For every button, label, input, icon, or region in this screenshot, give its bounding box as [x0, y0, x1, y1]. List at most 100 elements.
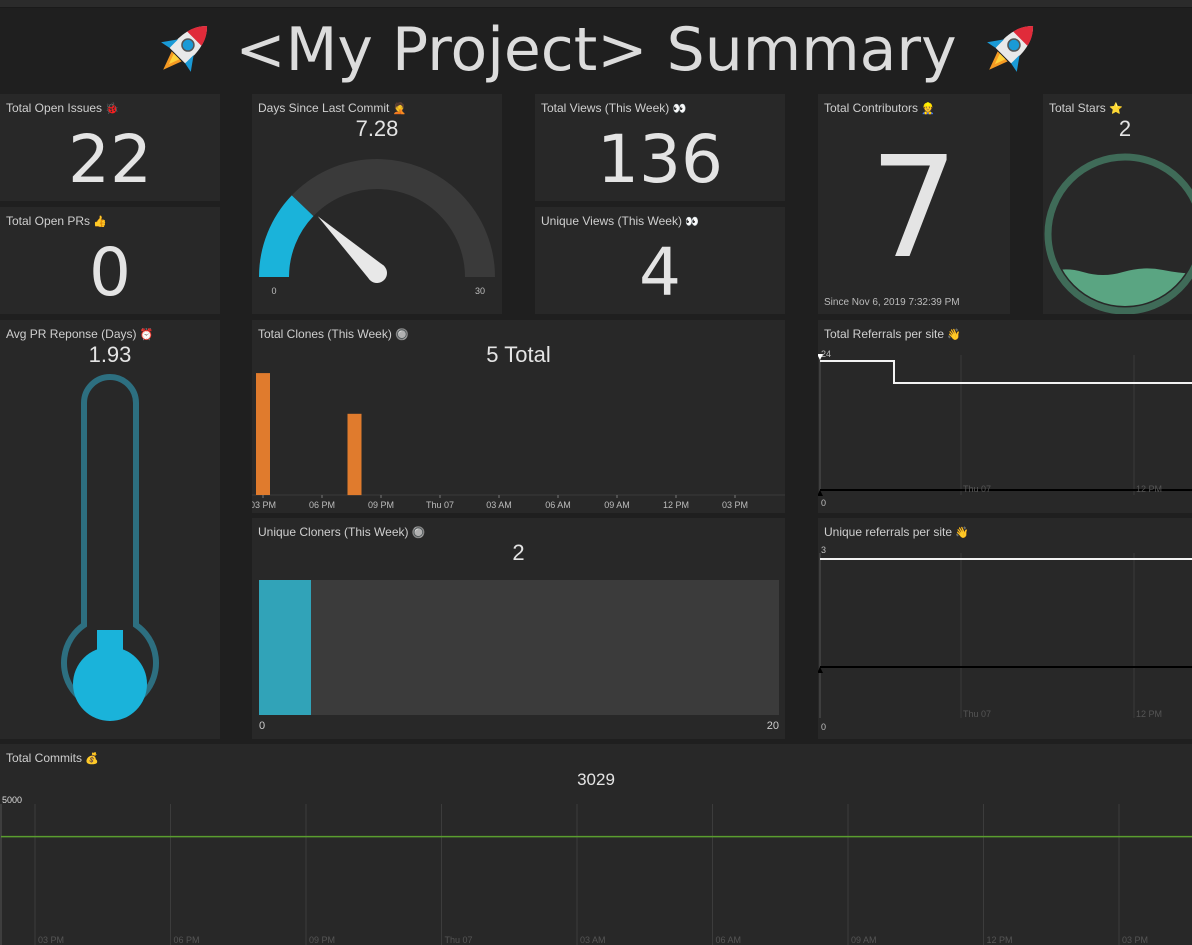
total-views-value: 136: [597, 121, 723, 198]
x-tick-label: 12 PM: [663, 500, 689, 510]
clones-bar: [347, 413, 362, 496]
x-tick-label: 09 AM: [851, 935, 877, 945]
days-since-commit-panel: Days Since Last Commit 🤦 7.28 0 30: [252, 94, 502, 314]
x-tick-label: 03 PM: [722, 500, 748, 510]
panel-title: Total Open PRs 👍: [6, 214, 108, 228]
x-tick-label: 09 AM: [604, 500, 630, 510]
gauge-fill: [259, 195, 314, 278]
clones-bar: [256, 373, 270, 495]
y-max-label: 3: [821, 545, 826, 555]
thermometer-outline: [61, 374, 159, 712]
panel-title: Total Stars ⭐: [1049, 101, 1123, 115]
gauge-max-label: 30: [475, 286, 485, 296]
eyes-icon: 👀: [685, 215, 699, 228]
clones-total-label: 5 Total: [486, 342, 551, 367]
money-bag-icon: 💰: [85, 752, 100, 765]
panel-title: Total Commits 💰: [6, 751, 100, 765]
x-tick-label: Thu 07: [963, 484, 991, 494]
panel-title: Total Views (This Week) 👀: [541, 101, 687, 115]
x-tick-label: 06 PM: [174, 935, 200, 945]
y-max-label: 5000: [2, 795, 22, 805]
total-clones-panel: Total Clones (This Week) 🔘 5 Total 03 PM…: [252, 320, 785, 513]
unique-views-panel: Unique Views (This Week) 👀 4: [535, 207, 785, 314]
series-line: [820, 360, 1192, 384]
x-tick-label: 06 PM: [309, 500, 335, 510]
dashboard-header: <My Project> Summary: [0, 7, 1192, 93]
clones-bar-chart: 03 PM 06 PM 09 PM Thu 07 03 AM 06 AM 09 AM 12 P…: [252, 373, 785, 510]
x-tick-label: 06 AM: [716, 935, 742, 945]
unique-referrals-line-chart: 3 0 Thu 07 12 PM: [818, 545, 1192, 732]
open-issues-panel: Total Open Issues 🐞 22: [0, 94, 220, 201]
panel-title: Unique Views (This Week) 👀: [541, 214, 699, 228]
gauge: 0 30: [259, 159, 495, 296]
thermometer: [61, 374, 159, 721]
thermometer-bulb: [73, 647, 147, 721]
cloners-bar-fill: [259, 580, 311, 715]
days-since-commit-value: 7.28: [355, 116, 399, 141]
open-issues-value: 22: [68, 121, 152, 198]
x-tick-label: 03 PM: [252, 500, 276, 510]
x-tick-label: 09 PM: [309, 935, 335, 945]
y-min-label: 0: [821, 498, 826, 508]
x-tick-label: 03 PM: [1122, 935, 1148, 945]
gauge-needle: [317, 216, 387, 283]
eyes-icon: 👀: [672, 102, 687, 115]
bug-icon: 🐞: [105, 102, 120, 115]
series-marker: [818, 490, 823, 496]
total-views-panel: Total Views (This Week) 👀 136: [535, 94, 785, 201]
open-prs-value: 0: [89, 234, 131, 311]
stars-panel: Total Stars ⭐ 2: [1043, 94, 1192, 314]
rocket-icon: [986, 25, 1033, 72]
contributors-since: Since Nov 6, 2019 7:32:39 PM: [824, 297, 960, 308]
avg-pr-response-value: 1.93: [88, 342, 132, 367]
panel-title: Unique Cloners (This Week) 🔘: [258, 525, 426, 539]
waving-hand-icon: 👋: [955, 526, 970, 539]
x-tick-label: 03 AM: [486, 500, 512, 510]
x-tick-label: 03 PM: [38, 935, 64, 945]
stars-value: 2: [1118, 116, 1132, 141]
x-tick-label: 09 PM: [368, 500, 394, 510]
avg-pr-response-panel: Avg PR Reponse (Days) ⏰ 1.93: [0, 320, 220, 739]
top-bar: [0, 0, 1192, 8]
star-icon: ⭐: [1109, 102, 1123, 115]
commits-value: 3029: [577, 770, 615, 789]
cloners-bar-track: [259, 580, 779, 715]
cloners-min-label: 0: [259, 720, 266, 732]
panel-title: Total Contributors 👷: [824, 101, 936, 115]
radio-button-icon: 🔘: [395, 328, 409, 341]
unique-referrals-panel: Unique referrals per site 👋 3 0 Thu 07 1…: [818, 518, 1192, 739]
gauge-ring: [1044, 153, 1192, 314]
unique-views-value: 4: [639, 234, 681, 311]
y-max-label: 24: [821, 349, 831, 359]
x-tick-label: 12 PM: [1136, 709, 1162, 719]
open-prs-panel: Total Open PRs 👍 0: [0, 207, 220, 314]
panel-title: Total Clones (This Week) 🔘: [258, 327, 409, 341]
cloners-max-label: 20: [766, 720, 779, 732]
panel-title: Unique referrals per site 👋: [824, 525, 970, 539]
series-marker: [818, 667, 823, 673]
panel-title: Avg PR Reponse (Days) ⏰: [6, 327, 154, 341]
page-title: <My Project> Summary: [235, 15, 957, 85]
x-tick-label: Thu 07: [426, 500, 454, 510]
waving-hand-icon: 👋: [947, 328, 962, 341]
unique-cloners-panel: Unique Cloners (This Week) 🔘 2 0 20: [252, 518, 785, 739]
x-tick-label: 03 AM: [580, 935, 606, 945]
stars-liquid-gauge: [1044, 153, 1192, 314]
x-tick-label: 12 PM: [1136, 484, 1162, 494]
series-marker: [818, 354, 823, 360]
unique-cloners-value: 2: [512, 540, 525, 565]
facepalm-icon: 🤦: [392, 102, 407, 115]
panel-title: Days Since Last Commit 🤦: [258, 101, 407, 115]
contributors-panel: Total Contributors 👷 7 Since Nov 6, 2019…: [818, 94, 1010, 314]
worker-icon: 👷: [921, 102, 936, 115]
thumbs-up-icon: 👍: [93, 215, 108, 228]
commits-panel: Total Commits 💰 3029 5000 03 PM 06 PM 09 P…: [0, 744, 1192, 945]
y-min-label: 0: [821, 722, 826, 732]
x-tick-label: Thu 07: [445, 935, 473, 945]
x-tick-label: 12 PM: [987, 935, 1013, 945]
radio-button-icon: 🔘: [411, 526, 426, 539]
gauge-min-label: 0: [271, 286, 276, 296]
commits-line-chart: 5000 03 PM 06 PM 09 PM Thu 07 03 AM 06 AM 09 A…: [0, 795, 1192, 945]
referrals-line-chart: 24 0 Thu 07 12 PM: [818, 349, 1192, 508]
x-tick-label: Thu 07: [963, 709, 991, 719]
